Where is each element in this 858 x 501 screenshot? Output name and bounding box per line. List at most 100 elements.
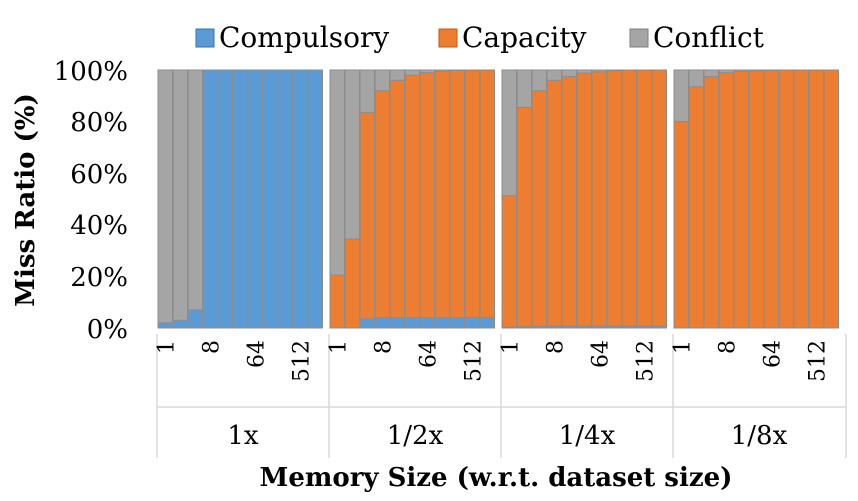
bar-capacity xyxy=(561,75,577,327)
bar-compulsory xyxy=(449,317,465,329)
group-label: 1/8x xyxy=(731,421,788,451)
x-tick-label: 64 xyxy=(416,340,441,368)
bar-capacity xyxy=(763,70,779,329)
bars xyxy=(157,69,839,329)
bar-capacity xyxy=(546,79,562,327)
x-tick-label: 8 xyxy=(199,340,224,354)
legend-swatch-conflict xyxy=(629,28,649,48)
bar-compulsory xyxy=(404,317,420,329)
bar-capacity xyxy=(389,79,405,319)
legend-swatch-capacity xyxy=(438,28,458,48)
bar-compulsory xyxy=(434,317,450,329)
bar-conflict xyxy=(374,69,390,92)
bar-capacity xyxy=(576,72,592,327)
x-tick-label: 64 xyxy=(588,340,613,368)
bar-compulsory xyxy=(217,69,233,329)
bar-compulsory xyxy=(374,317,390,329)
group-labels: 1x 1/2x 1/4x 1/8x xyxy=(227,421,787,451)
x-tick-label: 512 xyxy=(633,340,658,382)
bar-conflict xyxy=(703,69,719,77)
bar-capacity xyxy=(808,69,824,329)
bar-capacity xyxy=(434,70,450,319)
group-label: 1/4x xyxy=(559,421,616,451)
bar-compulsory xyxy=(292,69,308,329)
bar-compulsory xyxy=(157,322,173,329)
bar-capacity xyxy=(479,69,495,319)
bar-conflict xyxy=(516,69,532,108)
group-label: 1/2x xyxy=(387,421,444,451)
group-separators xyxy=(156,334,847,458)
bar-capacity xyxy=(329,274,345,329)
bar-capacity xyxy=(449,70,465,319)
legend-label-conflict: Conflict xyxy=(653,21,765,54)
bar-conflict xyxy=(733,69,749,72)
x-tick-label: 64 xyxy=(760,340,785,368)
y-tick-label: 60% xyxy=(70,160,128,190)
bar-conflict xyxy=(688,69,704,88)
y-tick-label: 20% xyxy=(70,263,128,293)
bar-conflict xyxy=(389,69,405,81)
bar-capacity xyxy=(636,69,652,327)
bar-compulsory xyxy=(479,317,495,329)
bar-capacity xyxy=(703,75,719,329)
legend-item-compulsory: Compulsory xyxy=(195,21,389,54)
bar-capacity xyxy=(778,69,794,329)
y-tick-labels: 0% 20% 40% 60% 80% 100% xyxy=(54,57,128,345)
x-tick-labels: 1 8 64 512 1 8 64 512 1 8 64 512 1 8 64 512 xyxy=(154,340,830,382)
legend-item-capacity: Capacity xyxy=(438,21,587,54)
bar-capacity xyxy=(748,70,764,329)
bar-capacity xyxy=(404,74,420,319)
bar-conflict xyxy=(419,69,435,74)
bar-compulsory xyxy=(389,317,405,329)
bar-capacity xyxy=(733,70,749,329)
y-tick-label: 80% xyxy=(70,108,128,138)
bar-conflict xyxy=(404,69,420,76)
x-tick-label: 1 xyxy=(326,340,351,354)
x-tick-label: 512 xyxy=(461,340,486,382)
bar-compulsory xyxy=(419,317,435,329)
bar-capacity xyxy=(651,69,667,327)
bar-conflict xyxy=(546,69,562,81)
bar-conflict xyxy=(329,69,345,276)
y-tick-label: 100% xyxy=(54,57,128,87)
bar-compulsory xyxy=(232,69,248,329)
y-axis-title: Miss Ratio (%) xyxy=(11,93,41,307)
bar-capacity xyxy=(359,112,375,320)
bar-capacity xyxy=(673,121,689,329)
bar-capacity xyxy=(718,72,734,329)
bar-conflict xyxy=(606,69,622,72)
bar-conflict xyxy=(718,69,734,74)
legend: Compulsory Capacity Conflict xyxy=(195,21,765,54)
bar-compulsory xyxy=(202,69,218,329)
bar-capacity xyxy=(501,195,517,328)
bar-conflict xyxy=(172,69,188,321)
bar-conflict xyxy=(531,69,547,92)
bar-capacity xyxy=(823,69,839,329)
legend-label-compulsory: Compulsory xyxy=(219,21,389,54)
bar-capacity xyxy=(344,238,360,329)
bar-conflict xyxy=(359,69,375,114)
bar-capacity xyxy=(688,86,704,329)
group-label: 1x xyxy=(227,421,259,451)
bar-compulsory xyxy=(359,318,375,329)
x-tick-label: 1 xyxy=(670,340,695,354)
bar-compulsory xyxy=(262,69,278,329)
bar-compulsory xyxy=(464,317,480,329)
bar-capacity xyxy=(591,71,607,327)
bar-conflict xyxy=(434,69,450,72)
bar-capacity xyxy=(793,69,809,329)
bar-conflict xyxy=(187,69,203,311)
bar-conflict xyxy=(157,69,173,324)
bar-conflict xyxy=(501,69,517,197)
bar-capacity xyxy=(516,106,532,328)
bar-conflict xyxy=(561,69,577,77)
bar-conflict xyxy=(673,69,689,123)
bar-capacity xyxy=(606,70,622,327)
legend-item-conflict: Conflict xyxy=(629,21,765,54)
bar-conflict xyxy=(763,69,779,72)
bar-compulsory xyxy=(247,69,263,329)
bar-compulsory xyxy=(172,319,188,329)
y-tick-label: 40% xyxy=(70,211,128,241)
legend-swatch-compulsory xyxy=(195,28,215,48)
